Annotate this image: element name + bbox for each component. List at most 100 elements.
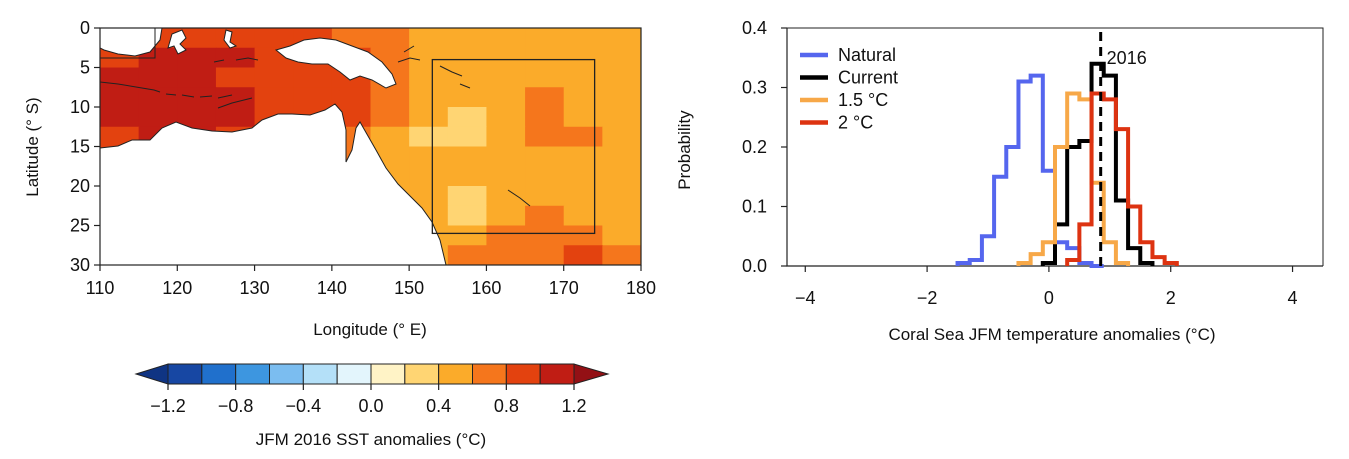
sst-cell xyxy=(409,107,449,128)
sst-cell xyxy=(409,28,449,49)
sst-cell xyxy=(215,107,256,128)
sst-cell xyxy=(602,126,641,148)
histogram-axes: −4 −2 0 2 4 0.0 0.1 0.2 0.3 0.4 xyxy=(742,18,1324,308)
sst-cell xyxy=(138,87,178,108)
land-timor xyxy=(217,97,253,109)
sst-cell xyxy=(563,146,603,167)
sst-cell xyxy=(525,28,565,49)
sst-cell xyxy=(486,67,526,88)
map-x-tick-label: 170 xyxy=(549,278,579,298)
land-new-caledonia xyxy=(507,189,531,207)
map-y-tick-label: 20 xyxy=(70,176,90,196)
histogram-series-natural xyxy=(955,73,1104,268)
colorbar-label: JFM 2016 SST anomalies (°C) xyxy=(256,430,486,449)
land-seram xyxy=(213,57,259,63)
sst-cell xyxy=(409,67,449,88)
histogram-x-tick-label: −2 xyxy=(917,288,938,308)
histogram-series-current xyxy=(1040,61,1155,266)
sst-cell xyxy=(563,245,603,265)
land-halmahera xyxy=(223,29,238,49)
colorbar-bin xyxy=(472,363,507,385)
sst-cell xyxy=(525,186,565,207)
colorbar-bin xyxy=(438,363,473,385)
histogram-x-tick-label: 2 xyxy=(1166,288,1176,308)
sst-cell xyxy=(486,126,526,148)
colorbar-low-extend xyxy=(134,363,169,385)
sst-cell xyxy=(100,67,140,88)
sst-cell xyxy=(602,87,641,108)
sst-cell xyxy=(563,67,603,88)
colorbar-bin xyxy=(302,363,338,385)
legend-label: 1.5 °C xyxy=(838,90,888,110)
sst-cell xyxy=(100,87,140,108)
sst-cell xyxy=(177,28,217,49)
map-x-tick-label: 110 xyxy=(86,278,115,298)
sst-cell xyxy=(409,146,449,167)
sst-cell xyxy=(215,67,256,88)
colorbar-bin xyxy=(235,363,271,385)
sst-cell xyxy=(177,67,217,88)
colorbar-tick-label: −1.2 xyxy=(150,396,186,416)
land-sulawesi xyxy=(167,29,187,55)
sst-cell xyxy=(486,87,526,108)
sst-cell xyxy=(254,87,294,108)
year-2016-label: 2016 xyxy=(1107,48,1147,68)
sst-cell xyxy=(602,107,641,128)
histogram-y-tick-label: 0.3 xyxy=(742,78,767,98)
colorbar-bin xyxy=(505,363,541,385)
sst-cell xyxy=(525,225,565,246)
sst-cell xyxy=(370,87,410,108)
sst-cell xyxy=(447,225,488,246)
histogram-x-tick-label: 0 xyxy=(1044,288,1054,308)
sst-cell xyxy=(100,107,140,128)
sst-cell xyxy=(563,107,603,128)
sst-cell xyxy=(370,107,410,128)
land-new-britain xyxy=(397,45,471,89)
histogram-series-2-c xyxy=(1065,91,1179,266)
map-x-axis: 110 120 130 140 150 160 170 180 xyxy=(86,265,656,298)
legend-label: 2 °C xyxy=(838,113,873,133)
sst-cell xyxy=(138,107,178,128)
sst-cell xyxy=(563,166,603,187)
colorbar-ticks: −1.2 −0.8 −0.4 0.0 0.4 0.8 1.2 xyxy=(150,384,587,416)
histogram-y-tick-label: 0.0 xyxy=(742,256,767,276)
sst-cell xyxy=(409,87,449,108)
sst-cell xyxy=(447,107,488,128)
map-x-tick-label: 120 xyxy=(162,278,192,298)
sst-cell xyxy=(602,146,641,167)
map-y-tick-label: 25 xyxy=(70,216,90,236)
sst-cell xyxy=(525,107,565,128)
map-y-axis: 0 5 10 15 20 25 30 xyxy=(70,18,100,275)
histogram-x-tick-label: −4 xyxy=(795,288,816,308)
histogram-y-axis-label: Probability xyxy=(675,110,694,190)
coral-sea-box xyxy=(431,58,596,235)
sst-cell xyxy=(177,87,217,108)
sst-cell xyxy=(563,47,603,69)
sst-cell xyxy=(409,47,449,69)
land-mask xyxy=(100,28,531,265)
sst-cell xyxy=(447,166,488,187)
map-y-axis-label: Latitude (° S) xyxy=(23,97,42,196)
colorbar-bin xyxy=(404,363,440,385)
sst-cell xyxy=(563,28,603,49)
sst-cell xyxy=(563,205,603,227)
sst-cell xyxy=(563,225,603,246)
sst-cell xyxy=(486,205,526,227)
year-2016-marker: 2016 xyxy=(1099,32,1147,266)
land-west-coast-line xyxy=(100,28,156,59)
colorbar-high-extend xyxy=(573,363,610,385)
sst-map-panel: 110 120 130 140 150 160 170 180 0 5 10 15 20 25 30 Lo… xyxy=(23,18,656,339)
land-java xyxy=(100,81,161,93)
map-y-tick-label: 5 xyxy=(80,58,90,78)
legend-label: Current xyxy=(838,68,898,88)
colorbar-tick-label: 0.8 xyxy=(494,396,519,416)
sst-cell xyxy=(486,28,526,49)
sst-cell xyxy=(486,166,526,187)
map-x-tick-label: 140 xyxy=(317,278,347,298)
sst-cell xyxy=(602,186,641,207)
map-x-tick-label: 150 xyxy=(394,278,424,298)
sst-cell xyxy=(486,107,526,128)
sst-cell xyxy=(525,87,565,108)
sst-cell xyxy=(254,67,294,88)
